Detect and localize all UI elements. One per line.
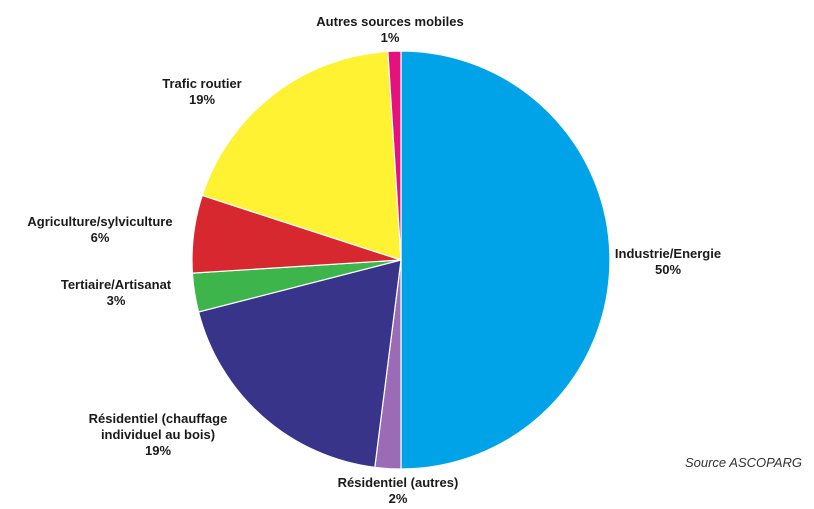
value-label: 50% (654, 262, 682, 277)
source-note: Source ASCOPARG (684, 455, 802, 470)
slice-label: Industrie/Energie 50% (588, 246, 748, 278)
category-label: Agriculture/sylviculture (27, 214, 173, 229)
category-label: Industrie/Energie (614, 246, 722, 261)
pie-slice (201, 50, 402, 261)
category-label: Résidentiel (autres) (337, 475, 459, 490)
category-label: Autres sources mobiles (316, 14, 464, 29)
category-label: Résidentiel (chauffage individuel au boi… (88, 411, 228, 442)
value-label: 1% (380, 30, 400, 45)
value-label: 6% (90, 230, 110, 245)
slice-label: Tertiaire/Artisanat 3% (36, 277, 196, 309)
slice-label: Trafic routier 19% (142, 76, 262, 108)
value-label: 19% (188, 92, 216, 107)
pie-slice (197, 259, 402, 469)
category-label: Tertiaire/Artisanat (60, 277, 172, 292)
category-label: Trafic routier (162, 76, 242, 91)
pie-slice (387, 50, 402, 261)
value-label: 3% (106, 293, 126, 308)
value-label: 2% (388, 491, 408, 506)
value-label: 19% (144, 443, 172, 458)
slice-label: Résidentiel (chauffage individuel au boi… (68, 411, 248, 459)
slice-label: Autres sources mobiles 1% (280, 14, 500, 46)
pie-slice (400, 50, 611, 470)
slice-label: Agriculture/sylviculture 6% (0, 214, 200, 246)
slice-label: Résidentiel (autres) 2% (298, 475, 498, 507)
